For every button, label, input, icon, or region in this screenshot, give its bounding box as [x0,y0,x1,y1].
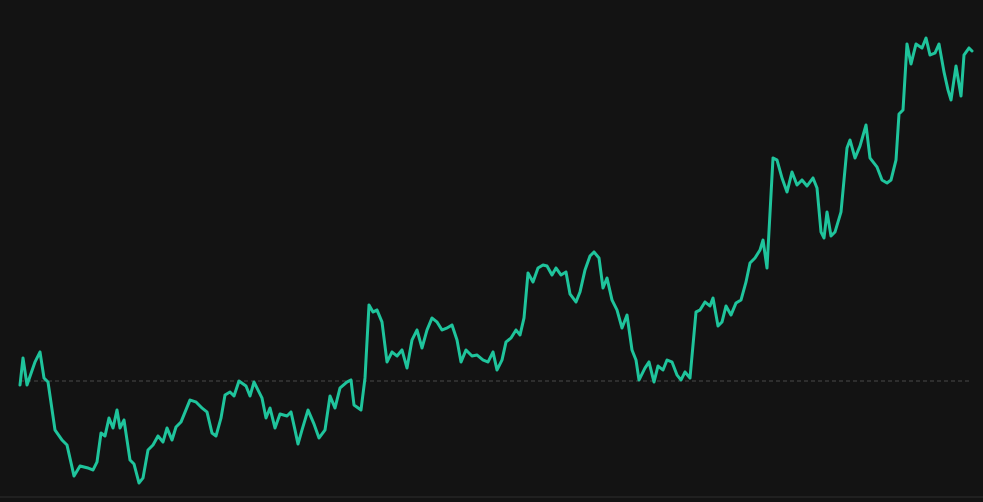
price-line [18,36,974,485]
